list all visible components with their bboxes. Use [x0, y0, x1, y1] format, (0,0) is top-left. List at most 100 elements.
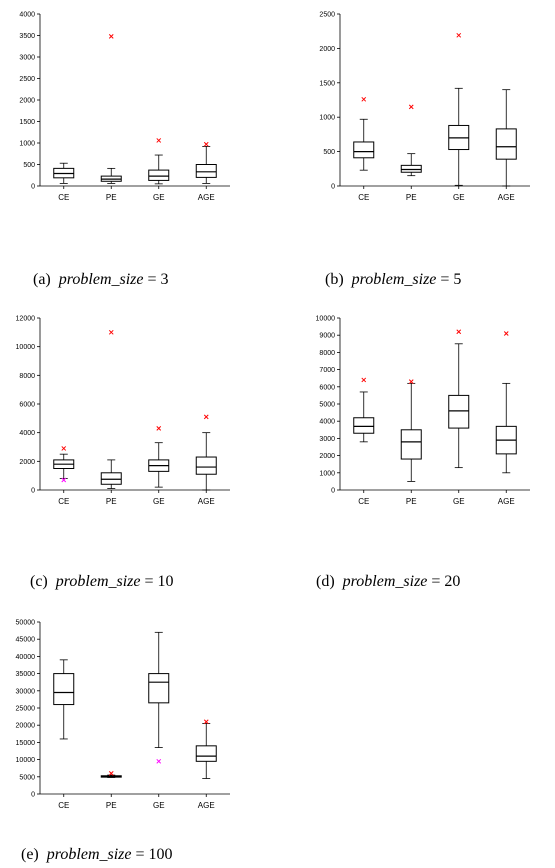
y-tick-label: 2500	[19, 76, 35, 83]
box-body	[148, 169, 170, 181]
x-tick-label: GE	[153, 497, 165, 506]
caption-a-prefix: (a)	[33, 271, 51, 288]
caption-b-prefix: (b)	[325, 271, 344, 288]
x-tick-label: PE	[106, 497, 117, 506]
box-body	[353, 141, 375, 159]
y-tick-label: 15000	[16, 740, 36, 747]
outlier-marker	[61, 477, 67, 483]
y-tick-label: 1000	[19, 141, 35, 148]
outlier-marker	[156, 138, 162, 143]
y-tick-label: 35000	[16, 671, 36, 678]
y-tick-label: 5000	[19, 774, 35, 781]
box-age	[195, 146, 217, 184]
y-tick-label: 40000	[16, 654, 36, 661]
boxplot-chart-e: 0 5000 10000 15000 20000 25000 30000 35000 40000…	[16, 620, 230, 810]
outlier-marker	[456, 329, 462, 335]
caption-d: (d) problem_size = 20	[316, 573, 460, 591]
x-tick-label: CE	[358, 193, 369, 202]
chart-panel-d: 0 1000 2000 3000 4000 5000 6000 7000 8000 9000 100…	[300, 312, 540, 512]
box-body	[400, 164, 422, 173]
boxplot-chart-a: 0 500 1000 1500 2000 2500 3000 3500 4000 CE PE GE AG…	[19, 12, 230, 202]
outlier-marker	[456, 32, 462, 38]
box-ge	[148, 631, 170, 748]
outlier-marker	[361, 96, 367, 102]
x-tick-label: GE	[453, 497, 465, 506]
box-ge	[448, 87, 470, 186]
y-tick-label: 0	[31, 792, 35, 799]
outlier-marker	[361, 377, 367, 383]
y-tick-label: 20000	[16, 723, 36, 730]
outlier-marker	[156, 758, 162, 764]
caption-b-variable: problem_size	[351, 271, 437, 288]
outlier-marker	[408, 379, 414, 384]
outlier-marker	[408, 104, 414, 110]
chart-panel-b: 0 500 1000 1500 2000 2500 CE PE GE AGE	[300, 8, 540, 208]
chart-panel-a: 0 500 1000 1500 2000 2500 3000 3500 4000 CE PE GE AG…	[0, 8, 240, 208]
y-tick-label: 9000	[319, 333, 335, 340]
y-tick-label: 7000	[319, 367, 335, 374]
y-tick-label: 12000	[16, 316, 36, 323]
caption-c-variable: problem_size	[55, 573, 141, 590]
y-tick-label: 3000	[319, 436, 335, 443]
y-tick-label: 2000	[319, 46, 335, 53]
outlier-marker	[61, 446, 67, 451]
outlier-marker	[203, 719, 209, 725]
y-tick-label: 6000	[19, 402, 35, 409]
x-tick-label: CE	[358, 497, 369, 506]
box-ge	[448, 343, 470, 469]
boxplot-chart-b: 0 500 1000 1500 2000 2500 CE PE GE AGE	[319, 12, 530, 202]
box-age	[495, 382, 517, 474]
y-tick-label: 8000	[19, 373, 35, 380]
caption-b: (b) problem_size = 5	[325, 271, 461, 289]
x-tick-label: PE	[406, 497, 417, 506]
box-body	[400, 429, 422, 460]
x-tick-label: GE	[153, 801, 165, 810]
box-ge	[148, 442, 170, 488]
x-tick-label: AGE	[198, 497, 215, 506]
y-tick-label: 2500	[319, 12, 335, 19]
y-tick-label: 6000	[319, 384, 335, 391]
box-ce	[53, 453, 75, 479]
caption-e-variable: problem_size	[46, 846, 132, 863]
y-tick-label: 8000	[319, 350, 335, 357]
outlier-marker	[108, 34, 114, 39]
y-tick-label: 0	[331, 488, 335, 495]
box-body	[448, 394, 470, 429]
y-tick-label: 4000	[319, 419, 335, 426]
box-pe	[400, 153, 422, 177]
box-body	[148, 673, 170, 704]
box-body	[495, 128, 517, 160]
y-tick-label: 4000	[19, 430, 35, 437]
caption-d-prefix: (d)	[316, 573, 335, 590]
box-pe	[100, 774, 122, 778]
y-tick-label: 2000	[319, 453, 335, 460]
caption-c-prefix: (c)	[30, 573, 48, 590]
caption-b-equation: = 5	[440, 271, 462, 288]
box-body	[353, 417, 375, 434]
x-tick-label: CE	[58, 497, 69, 506]
outlier-marker	[203, 141, 209, 147]
y-tick-label: 30000	[16, 688, 36, 695]
x-tick-label: AGE	[198, 801, 215, 810]
boxplot-chart-c: 0 2000 4000 6000 8000 10000 12000 CE PE GE AGE	[16, 316, 230, 506]
x-tick-label: PE	[106, 193, 117, 202]
y-tick-label: 0	[31, 488, 35, 495]
x-tick-label: AGE	[198, 193, 215, 202]
outlier-marker	[503, 331, 509, 336]
y-tick-label: 4000	[19, 12, 35, 19]
outlier-marker	[156, 426, 162, 431]
y-tick-label: 500	[23, 162, 35, 169]
y-tick-label: 1500	[19, 119, 35, 126]
y-tick-label: 0	[31, 184, 35, 191]
caption-e-equation: = 100	[135, 846, 173, 863]
caption-a: (a) problem_size = 3	[33, 271, 169, 289]
box-age	[195, 723, 217, 779]
y-tick-label: 3000	[19, 55, 35, 62]
y-tick-label: 10000	[16, 344, 36, 351]
box-pe	[100, 167, 122, 184]
caption-a-variable: problem_size	[58, 271, 144, 288]
outlier-marker	[108, 771, 114, 776]
box-ce	[53, 659, 75, 740]
caption-d-variable: problem_size	[342, 573, 428, 590]
box-ce	[353, 391, 375, 443]
